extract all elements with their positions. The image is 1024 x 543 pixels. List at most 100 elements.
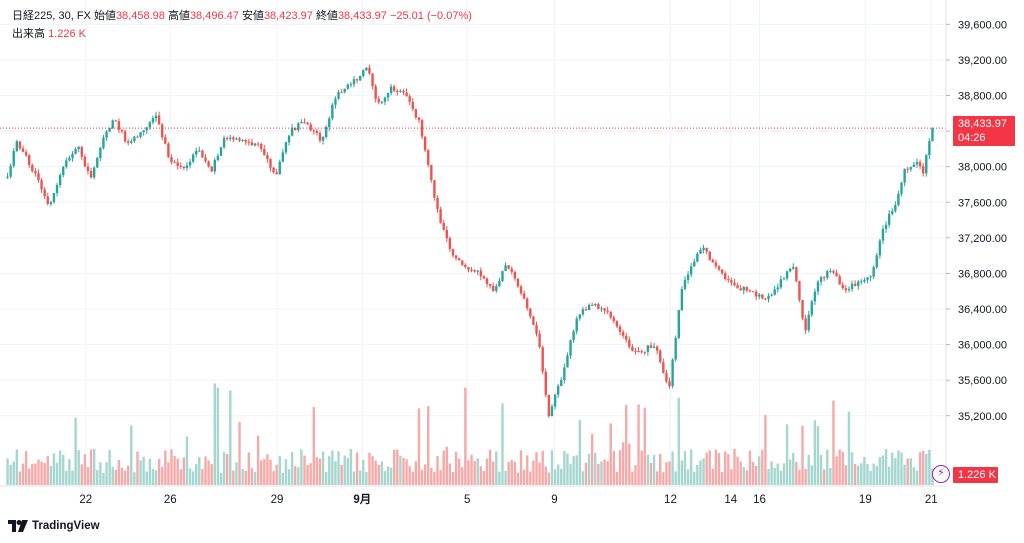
time-axis[interactable]: 22 26 29 9月 5 9 12 14 16 19 21 <box>0 485 946 506</box>
candle-body <box>931 128 934 142</box>
candle-body <box>148 122 152 128</box>
x-tick-label: 5 <box>464 494 470 506</box>
candle-body <box>170 157 173 163</box>
candle-body <box>578 314 582 319</box>
tradingview-logo[interactable]: TradingView <box>8 520 100 532</box>
candle-body <box>816 281 820 292</box>
volume-bar <box>618 450 622 485</box>
candle-body <box>430 164 433 181</box>
candle-body <box>436 197 439 210</box>
volume-bar <box>198 456 201 485</box>
volume-bar <box>476 458 479 485</box>
candle-body <box>863 279 866 282</box>
candle-body <box>560 380 563 387</box>
candle-body <box>161 124 164 138</box>
volume-bar <box>770 461 773 485</box>
volume-bar <box>488 449 492 485</box>
candle-body <box>321 137 325 141</box>
candle-body <box>55 184 59 193</box>
candle-body <box>615 321 619 327</box>
volume-bar <box>34 463 37 485</box>
candle-body <box>631 346 634 351</box>
volume-bar <box>294 466 297 485</box>
volume-bar <box>114 469 118 485</box>
change-value: −25.01 (−0.07%) <box>389 10 472 22</box>
chart-legend: 日経225, 30, FX 始値38,458.98 高値38,496.47 安値… <box>12 9 472 41</box>
volume-bar <box>745 470 749 485</box>
volume-bar <box>572 456 575 485</box>
candle-body <box>272 167 275 173</box>
candle-body <box>130 141 133 143</box>
candle-body <box>532 316 535 325</box>
volume-bar <box>535 452 538 485</box>
volume-bar <box>597 463 600 485</box>
candle-body <box>758 294 761 297</box>
candle-body <box>754 291 758 297</box>
candle-body <box>62 166 65 175</box>
volume-bar <box>154 470 158 485</box>
candle-body <box>872 267 875 277</box>
volume-bar <box>850 452 854 485</box>
candle-body <box>804 318 807 331</box>
price-axis[interactable]: 39,600.0039,200.0038,800.0038,400.0038,0… <box>945 0 1007 486</box>
candle-body <box>736 285 739 289</box>
volume-bar <box>120 467 124 485</box>
symbol-label[interactable]: 日経225, 30, FX <box>12 10 91 22</box>
candle-body <box>454 255 458 259</box>
candle-body <box>198 150 201 152</box>
volume-bar <box>213 383 216 485</box>
ohlc-row: 日経225, 30, FX 始値38,458.98 高値38,496.47 安値… <box>12 9 472 23</box>
candle-body <box>96 158 99 168</box>
candle-body <box>275 172 278 175</box>
volume-bar <box>96 470 99 485</box>
candle-body <box>83 156 87 167</box>
volume-bar <box>504 470 507 485</box>
volume-bar <box>640 450 643 485</box>
volume-bar <box>386 466 390 485</box>
volume-bar <box>340 464 343 485</box>
candle-body <box>74 149 77 154</box>
volume-bar <box>584 462 588 485</box>
candle-body <box>556 386 560 395</box>
volume-bar <box>253 471 257 485</box>
volume-bar <box>411 471 414 485</box>
candle-body <box>637 350 640 352</box>
volume-bar <box>816 426 820 485</box>
volume-bar <box>748 450 752 485</box>
high-label: 高値 <box>167 10 190 22</box>
candle-body <box>6 176 9 178</box>
candle-body <box>878 240 882 256</box>
candle-body <box>380 101 384 103</box>
volume-bar <box>758 456 761 485</box>
volume-bar <box>652 454 656 485</box>
candle-body <box>869 276 872 278</box>
volume-bar <box>74 417 77 485</box>
volume-bar <box>702 458 705 485</box>
candle-body <box>433 180 436 198</box>
volume-bar <box>615 471 619 485</box>
volume-bar <box>256 435 260 485</box>
volume-bar <box>625 404 628 485</box>
candle-body <box>590 304 594 306</box>
volume-bar <box>560 468 563 485</box>
volume-bar <box>284 459 288 485</box>
volume-bar <box>498 471 501 485</box>
volume-bar <box>12 461 15 485</box>
candle-body <box>751 291 755 293</box>
candle-body <box>185 165 189 168</box>
volume-bar <box>788 459 792 485</box>
candle-body <box>708 251 711 260</box>
candle-body <box>303 122 306 124</box>
volume-bar <box>250 468 254 485</box>
candle-body <box>65 160 68 167</box>
lightning-icon[interactable]: ⚡ <box>932 465 950 483</box>
volume-bar <box>272 471 275 485</box>
volume-bar <box>303 455 306 485</box>
candle-body <box>355 79 359 81</box>
volume-label[interactable]: 出来高 <box>12 28 45 40</box>
volume-bar <box>461 467 464 485</box>
last-price-tag: 38,433.97 04:26 <box>953 116 1015 146</box>
volume-bar <box>405 459 408 485</box>
candle-body <box>587 304 591 310</box>
